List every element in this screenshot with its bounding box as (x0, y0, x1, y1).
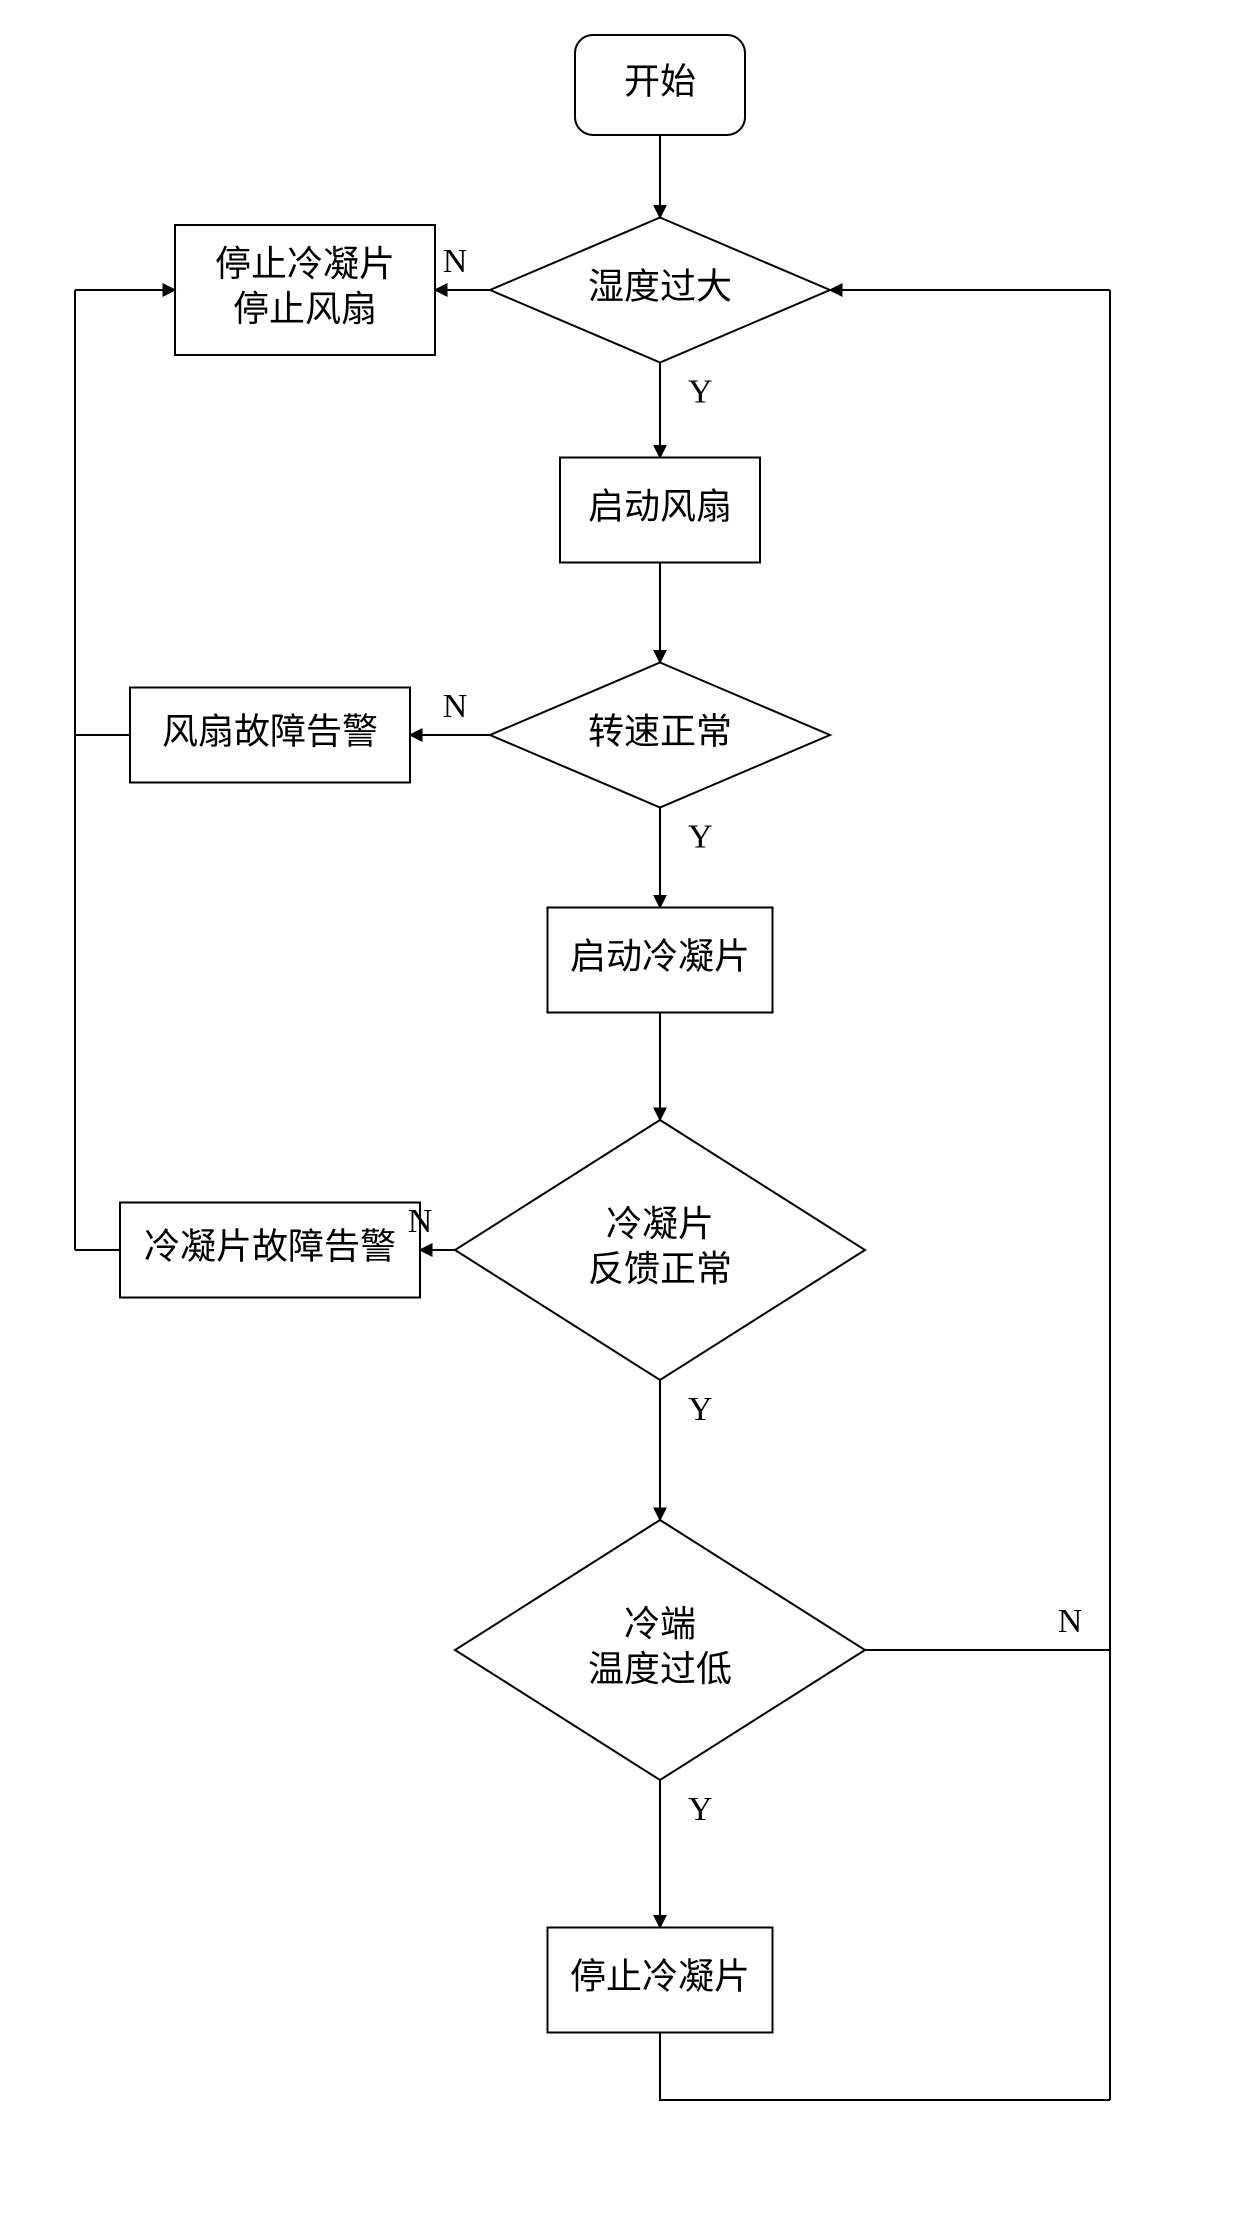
svg-text:温度过低: 温度过低 (588, 1649, 732, 1689)
flowchart-canvas: 开始湿度过大停止冷凝片停止风扇启动风扇转速正常风扇故障告警启动冷凝片冷凝片反馈正… (0, 0, 1240, 2216)
svg-text:N: N (1058, 1603, 1083, 1640)
svg-text:转速正常: 转速正常 (588, 711, 732, 751)
svg-text:Y: Y (688, 1391, 713, 1428)
svg-text:停止冷凝片: 停止冷凝片 (215, 244, 395, 284)
svg-text:反馈正常: 反馈正常 (588, 1249, 732, 1289)
svg-text:开始: 开始 (624, 61, 696, 101)
svg-text:启动冷凝片: 启动冷凝片 (570, 936, 750, 976)
svg-text:冷凝片故障告警: 冷凝片故障告警 (144, 1226, 396, 1266)
svg-text:N: N (443, 243, 468, 280)
svg-text:风扇故障告警: 风扇故障告警 (162, 711, 378, 751)
svg-text:Y: Y (688, 818, 713, 855)
svg-text:冷凝片: 冷凝片 (606, 1204, 714, 1244)
svg-text:Y: Y (688, 373, 713, 410)
svg-text:Y: Y (688, 1791, 713, 1828)
svg-text:N: N (443, 688, 468, 725)
svg-text:冷端: 冷端 (624, 1604, 696, 1644)
svg-text:停止冷凝片: 停止冷凝片 (570, 1956, 750, 1996)
svg-text:启动风扇: 启动风扇 (588, 486, 732, 526)
svg-text:湿度过大: 湿度过大 (588, 266, 732, 306)
svg-text:停止风扇: 停止风扇 (233, 289, 377, 329)
svg-text:N: N (408, 1203, 433, 1240)
